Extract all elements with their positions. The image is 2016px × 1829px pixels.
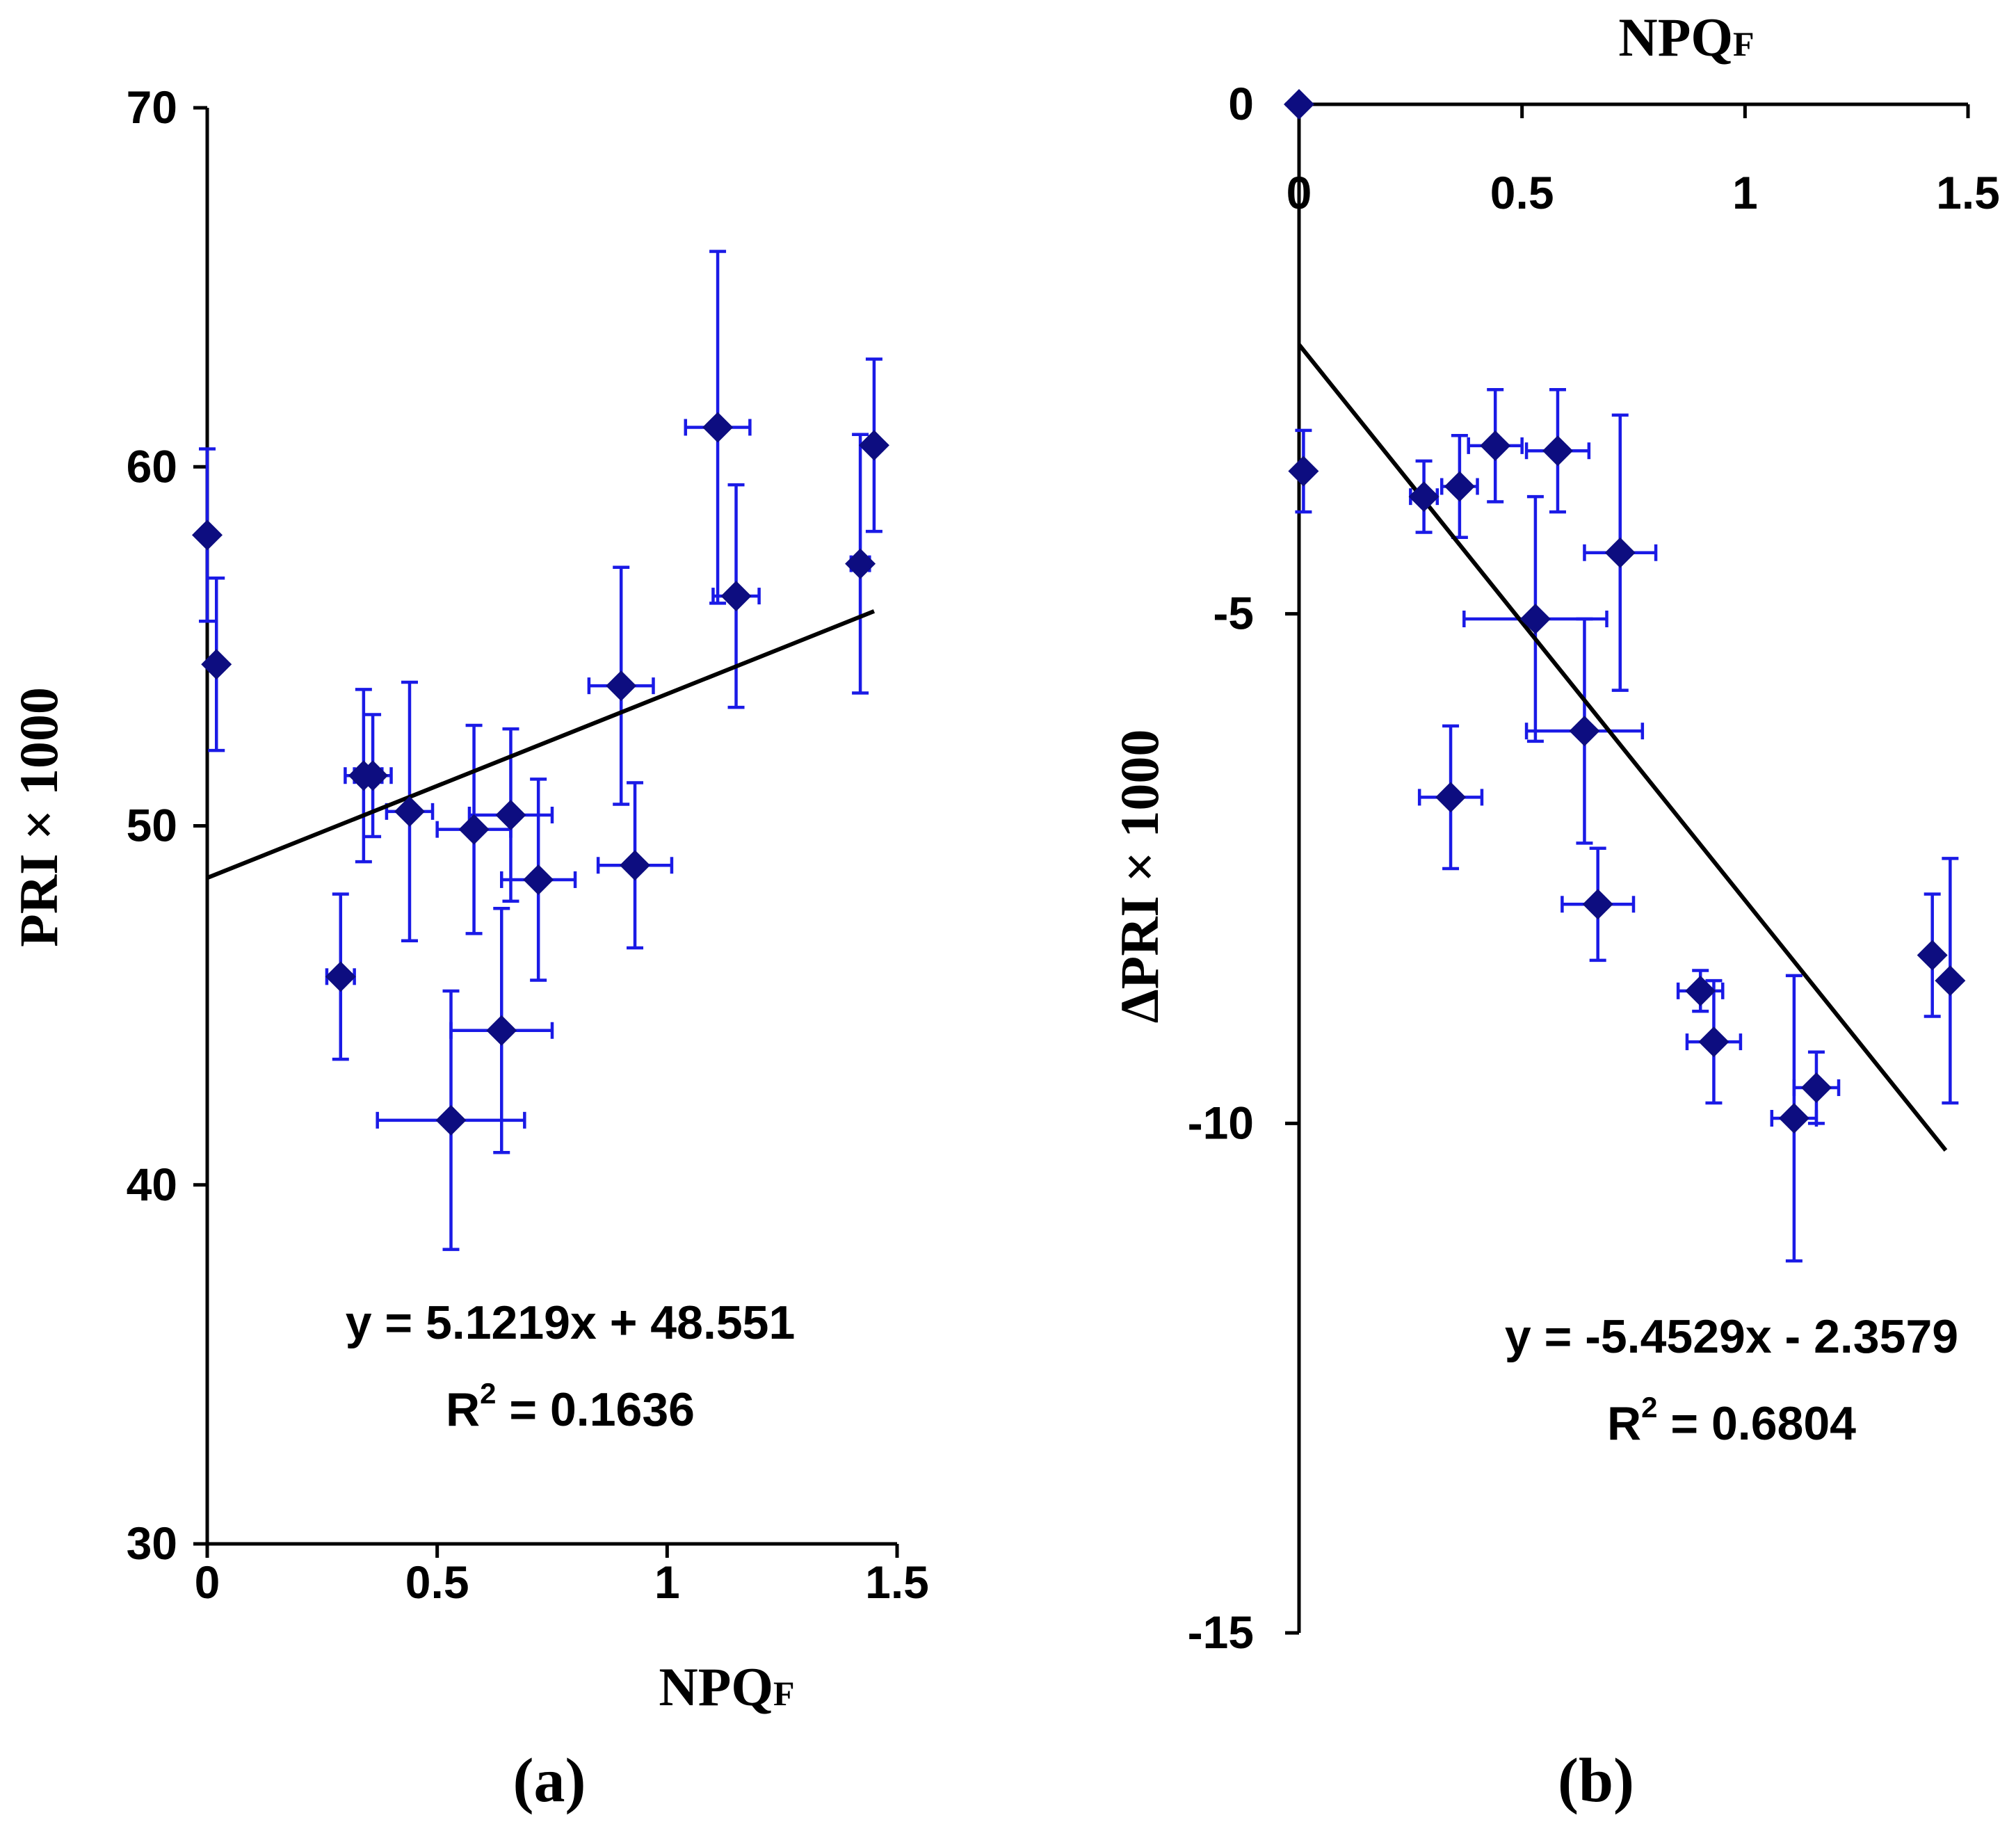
data-point (1284, 89, 1314, 120)
data-point (394, 796, 425, 827)
y-tick-label: 40 (127, 1159, 177, 1210)
x-tick-label: 1 (654, 1556, 680, 1608)
data-point (523, 864, 554, 895)
panel-a-equation: y = 5.1219x + 48.551 (346, 1296, 796, 1349)
panel-b-trendline (1297, 343, 1948, 1152)
data-point (1685, 975, 1716, 1006)
data-point (620, 850, 651, 881)
panel-b-error-bars (1295, 388, 1959, 1263)
x-tick-label: 0.5 (1490, 167, 1554, 218)
data-point (486, 1015, 517, 1046)
panel-a-x-title: NPQF (659, 1657, 794, 1717)
data-point (458, 814, 490, 845)
panel-a-ticks: 0 0.5 1 1.5 30 40 50 60 70 (127, 81, 929, 1608)
data-point (201, 649, 232, 680)
panel-a: 0 0.5 1 1.5 30 40 50 60 70 PRI × 1000 NPQF y = 5… (8, 81, 929, 1815)
data-point (495, 800, 526, 831)
data-point (357, 760, 389, 791)
data-point (1604, 537, 1636, 568)
x-tick-label: 0 (195, 1556, 220, 1608)
panel-b-label: (b) (1558, 1746, 1634, 1815)
y-tick-label: 30 (127, 1517, 177, 1569)
panel-b-x-title: NPQF (1618, 7, 1754, 67)
data-point (1480, 430, 1511, 461)
data-point (1408, 481, 1440, 513)
data-point (1569, 716, 1600, 747)
panel-b-points (1284, 89, 1966, 1134)
y-tick-label: -10 (1188, 1097, 1254, 1148)
panel-a-r2: R2 = 0.1636 (446, 1377, 695, 1436)
data-point (325, 961, 356, 992)
data-point (858, 430, 889, 461)
data-point (606, 670, 637, 702)
data-point (1519, 603, 1551, 634)
y-tick-label: -5 (1213, 588, 1254, 639)
x-tick-label: 0 (1287, 167, 1312, 218)
panel-a-points (192, 412, 889, 1136)
y-tick-label: 70 (127, 81, 177, 133)
x-tick-label: 1.5 (865, 1556, 929, 1608)
panel-b-y-title: ΔPRI × 1000 (1109, 730, 1170, 1024)
panel-b: 0 0.5 1 1.5 -15 -10 -5 0 ΔPRI × 1000 NPQF y = -… (1109, 7, 2000, 1815)
x-tick-label: 1.5 (1936, 167, 2000, 218)
data-point (1935, 965, 1966, 997)
x-tick-label: 0.5 (405, 1556, 469, 1608)
data-point (702, 412, 734, 443)
data-point (1800, 1072, 1832, 1104)
panel-b-equation: y = -5.4529x - 2.3579 (1505, 1310, 1958, 1363)
y-tick-label: 60 (127, 440, 177, 492)
x-tick-label: 1 (1732, 167, 1758, 218)
data-point (1435, 782, 1467, 813)
data-point (1917, 940, 1948, 971)
y-tick-label: 50 (127, 800, 177, 851)
y-tick-label: -15 (1188, 1606, 1254, 1658)
data-point (845, 548, 876, 579)
y-tick-label: 0 (1228, 78, 1254, 129)
panel-a-error-bars (199, 250, 882, 1251)
data-point (1542, 435, 1573, 467)
panel-b-ticks: 0 0.5 1 1.5 -15 -10 -5 0 (1188, 78, 2000, 1658)
data-point (1698, 1026, 1729, 1058)
data-point (720, 581, 752, 612)
panel-a-y-title: PRI × 1000 (8, 687, 69, 947)
data-point (1778, 1103, 1809, 1134)
data-point (192, 519, 223, 551)
panel-a-trendline (206, 609, 876, 880)
data-point (435, 1104, 467, 1136)
data-point (1288, 456, 1319, 487)
data-point (1582, 889, 1613, 920)
panel-a-label: (a) (513, 1746, 586, 1815)
panel-b-r2: R2 = 0.6804 (1607, 1391, 1856, 1450)
data-point (1444, 471, 1475, 502)
